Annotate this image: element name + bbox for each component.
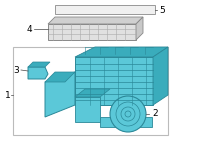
Text: 2: 2 (152, 110, 158, 118)
Text: 3: 3 (13, 66, 19, 75)
Polygon shape (45, 72, 75, 117)
Polygon shape (28, 67, 48, 79)
Polygon shape (136, 17, 143, 40)
Bar (55, 5, 155, 14)
Polygon shape (75, 47, 168, 57)
Bar (48, 24, 136, 40)
Polygon shape (45, 72, 75, 82)
Bar (75, 57, 153, 105)
Text: 4: 4 (26, 25, 32, 34)
Bar (13, 47, 168, 135)
Polygon shape (75, 97, 100, 122)
Polygon shape (28, 62, 50, 67)
Bar (100, 117, 152, 127)
Polygon shape (48, 17, 143, 24)
Polygon shape (75, 89, 110, 97)
Circle shape (110, 96, 146, 132)
Polygon shape (153, 47, 168, 105)
Text: 5: 5 (159, 5, 165, 15)
Text: 1: 1 (5, 91, 11, 100)
